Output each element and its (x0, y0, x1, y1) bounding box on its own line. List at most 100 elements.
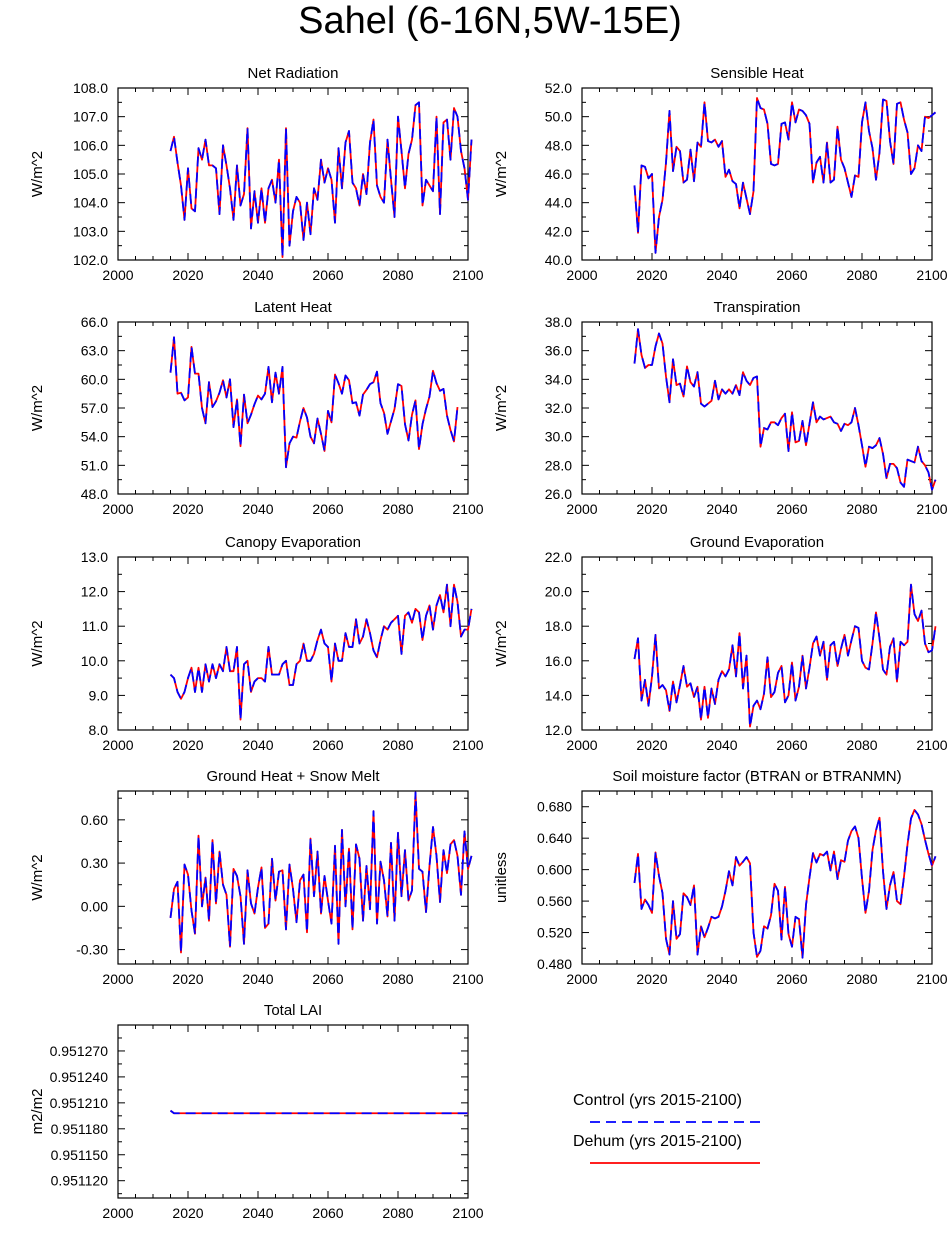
x-tick-label: 2020 (172, 267, 203, 283)
x-tick-label: 2000 (102, 737, 133, 753)
series-line-control (633, 97, 937, 254)
series-line-dehum (169, 583, 473, 721)
x-tick-label: 2060 (312, 971, 343, 987)
x-tick-label: 2000 (102, 267, 133, 283)
y-tick-label: 107.0 (73, 109, 108, 125)
y-tick-label: 54.0 (81, 429, 108, 445)
x-tick-label: 2020 (172, 1205, 203, 1221)
x-tick-label: 2060 (776, 267, 807, 283)
y-tick-label: 52.0 (545, 80, 572, 96)
x-tick-label: 2100 (452, 501, 483, 517)
y-tick-label: 0.951150 (51, 1147, 109, 1163)
x-tick-label: 2040 (242, 267, 273, 283)
y-tick-label: 12.0 (545, 722, 572, 738)
x-tick-label: 2060 (312, 501, 343, 517)
panel-ground_evaporation: Ground Evaporation W/m^2 2000 2020 2040 2060 2… (493, 534, 948, 753)
series-line-dehum (633, 808, 937, 959)
y-tick-label: 105.0 (73, 166, 108, 182)
x-tick-label: 2000 (566, 971, 597, 987)
panel-title: Ground Evaporation (690, 534, 824, 551)
y-tick-label: 0.60 (81, 812, 108, 828)
x-tick-label: 2000 (102, 1205, 133, 1221)
x-tick-label: 2060 (776, 501, 807, 517)
y-tick-label: 0.951120 (51, 1173, 109, 1189)
x-tick-label: 2040 (242, 501, 273, 517)
y-tick-label: 12.0 (81, 584, 108, 600)
y-tick-label: 0.480 (537, 956, 572, 972)
series-line-dehum (633, 583, 937, 728)
legend-label-dehum: Dehum (yrs 2015-2100) (573, 1133, 742, 1150)
legend: Control (yrs 2015-2100) Dehum (yrs 2015-… (573, 1092, 760, 1164)
y-tick-label: 18.0 (545, 618, 572, 634)
y-tick-label: 38.0 (545, 314, 572, 330)
y-tick-label: 57.0 (81, 400, 108, 416)
y-tick-label: 50.0 (545, 109, 572, 125)
x-tick-label: 2000 (102, 971, 133, 987)
x-tick-label: 2020 (636, 267, 667, 283)
series-line-control (169, 101, 473, 259)
y-tick-label: 0.640 (537, 830, 572, 846)
series-line-control (169, 336, 459, 469)
y-tick-label: 60.0 (81, 371, 108, 387)
series-line-dehum (633, 97, 937, 254)
x-tick-label: 2080 (846, 737, 877, 753)
x-tick-label: 2100 (916, 971, 947, 987)
x-tick-label: 2080 (846, 971, 877, 987)
x-tick-label: 2060 (312, 1205, 343, 1221)
x-tick-label: 2080 (846, 501, 877, 517)
y-tick-label: 22.0 (545, 549, 572, 565)
y-tick-label: 10.0 (81, 653, 108, 669)
x-tick-label: 2100 (452, 737, 483, 753)
series-line-control (633, 328, 937, 491)
y-tick-label: 46.0 (545, 166, 572, 182)
panel-net_radiation: Net Radiation W/m^2 2000 2020 2040 2060 2080 21… (29, 65, 484, 283)
x-tick-label: 2040 (706, 267, 737, 283)
y-tick-label: 0.600 (537, 862, 572, 878)
x-tick-label: 2100 (916, 501, 947, 517)
x-tick-label: 2080 (382, 267, 413, 283)
y-axis-label: W/m^2 (29, 151, 46, 197)
y-tick-label: 0.951210 (50, 1095, 109, 1111)
y-axis-label: W/m^2 (29, 385, 46, 431)
y-tick-label: 30.0 (545, 429, 572, 445)
y-tick-label: 42.0 (545, 223, 572, 239)
panels-group: Net Radiation W/m^2 2000 2020 2040 2060 2080 21… (29, 65, 948, 1221)
y-axis-label: W/m^2 (29, 854, 46, 900)
x-tick-label: 2000 (102, 501, 133, 517)
legend-label-control: Control (yrs 2015-2100) (573, 1092, 742, 1109)
x-tick-label: 2020 (636, 737, 667, 753)
x-tick-label: 2100 (916, 267, 947, 283)
plot-frame (117, 556, 469, 731)
y-tick-label: 103.0 (73, 223, 108, 239)
x-tick-label: 2000 (566, 737, 597, 753)
y-tick-label: 0.951240 (50, 1069, 109, 1085)
y-tick-label: 14.0 (545, 687, 572, 703)
panel-title: Total LAI (264, 1002, 322, 1019)
y-tick-label: 48.0 (545, 137, 572, 153)
x-tick-label: 2020 (172, 501, 203, 517)
y-tick-label: 0.30 (81, 855, 108, 871)
x-tick-label: 2080 (382, 501, 413, 517)
plot-frame (581, 321, 933, 495)
y-tick-label: 16.0 (545, 653, 572, 669)
x-tick-label: 2040 (242, 737, 273, 753)
y-tick-label: 44.0 (545, 195, 572, 211)
y-tick-label: 51.0 (81, 457, 108, 473)
x-tick-label: 2080 (382, 971, 413, 987)
y-tick-label: 108.0 (73, 80, 108, 96)
x-tick-label: 2100 (452, 971, 483, 987)
series-line-control (633, 808, 937, 959)
series-line-control (169, 791, 473, 954)
y-axis-label: m2/m2 (29, 1089, 46, 1135)
x-tick-label: 2060 (312, 267, 343, 283)
panel-title: Ground Heat + Snow Melt (206, 768, 380, 785)
series-line-control (169, 583, 473, 721)
x-tick-label: 2020 (172, 971, 203, 987)
x-tick-label: 2060 (312, 737, 343, 753)
panel-ground_heat_snow_melt: Ground Heat + Snow Melt W/m^2 2000 2020 2040… (29, 768, 484, 987)
series-line-control (169, 1109, 468, 1115)
panel-title: Canopy Evaporation (225, 534, 361, 551)
y-tick-label: -0.30 (76, 942, 108, 958)
panel-title: Latent Heat (254, 299, 332, 316)
